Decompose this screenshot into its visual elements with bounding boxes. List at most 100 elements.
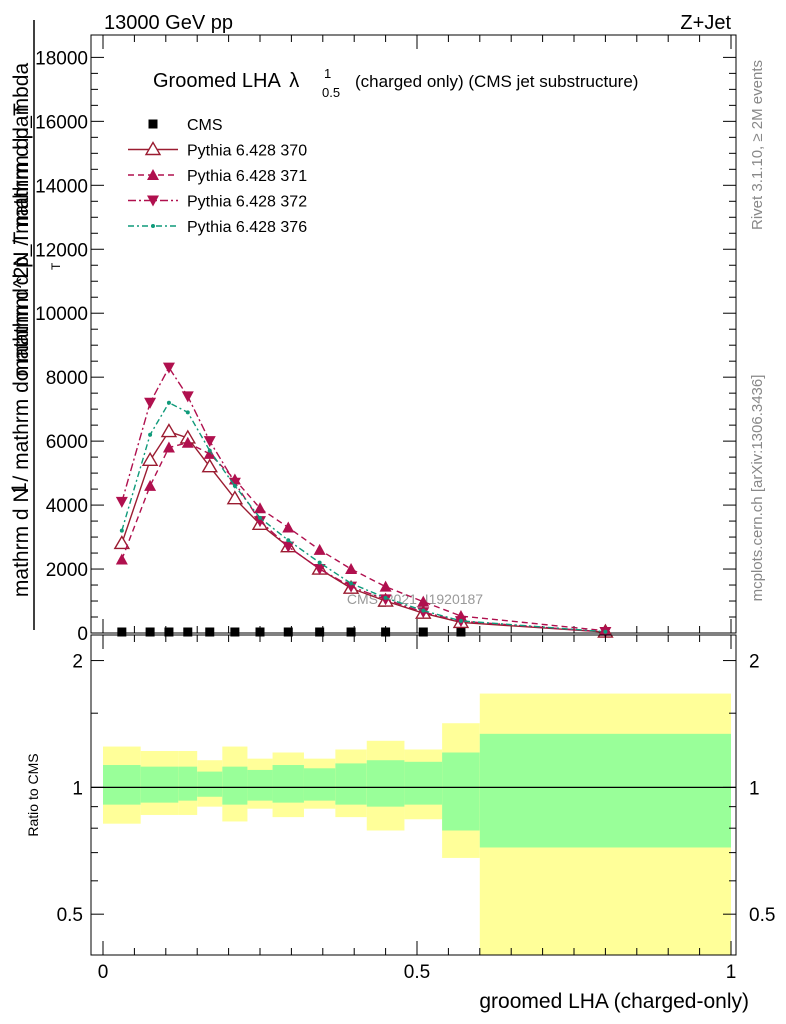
ratio-bands <box>91 693 736 955</box>
ratio-ytick-label-left: 2 <box>72 652 83 673</box>
energy-label: 13000 GeV pp <box>104 12 233 34</box>
process-label: Z+Jet <box>680 12 731 34</box>
series-point <box>203 436 216 448</box>
data-point <box>283 627 293 637</box>
series-point <box>119 528 124 533</box>
main-ytick-label: 0 <box>77 624 88 645</box>
rivet-label: Rivet 3.1.10, ≥ 2M events <box>749 60 766 230</box>
stat-band-bin <box>442 752 480 831</box>
series-point <box>383 595 388 600</box>
data-point <box>418 627 428 637</box>
title-text: Groomed LHA <box>153 70 281 92</box>
legend-marker <box>144 141 162 156</box>
stat-band-bin <box>272 765 304 803</box>
stat-band-bin <box>247 769 273 801</box>
legend-entry: CMS <box>148 117 223 134</box>
series-point <box>144 397 157 409</box>
main-title: Groomed LHA λ 1 0.5 (charged only) (CMS … <box>153 66 638 100</box>
ratio-ytick-label-right: 1 <box>749 778 760 799</box>
stat-band-bin <box>303 768 336 801</box>
ratio-ytick-label-right: 2 <box>749 652 760 673</box>
stat-band-bin <box>140 766 179 803</box>
data-point <box>117 627 127 637</box>
title-sup: 1 <box>324 66 331 81</box>
ylabel-sub-t: T <box>49 262 63 270</box>
ratio-ytick-label-left: 0.5 <box>57 905 83 926</box>
stat-band-bin <box>222 766 248 805</box>
main-plot-frame <box>90 34 737 634</box>
data-point <box>205 627 215 637</box>
series-point <box>162 362 175 374</box>
data-point <box>183 627 193 637</box>
series-point <box>286 538 291 543</box>
x-tick-label: 1 <box>726 962 737 983</box>
series-layer <box>113 362 614 639</box>
series-point <box>317 560 322 565</box>
data-point <box>255 627 265 637</box>
series-point <box>115 553 128 565</box>
ylabel-numerator: 1 <box>8 482 31 494</box>
x-tick-label: 0 <box>98 962 109 983</box>
stat-band-bin <box>335 763 367 805</box>
legend-label: CMS <box>187 117 223 134</box>
ylabel-denominator: mathrm d N / mathrm dσ mathrm d p_T math… <box>10 63 33 598</box>
series-point <box>282 541 295 553</box>
main-ytick-label: 16000 <box>35 112 88 133</box>
series-point <box>144 479 157 491</box>
series-point <box>181 436 194 448</box>
series-point <box>254 516 266 528</box>
main-ytick-label: 14000 <box>35 176 88 197</box>
svg-text:Groomed LHA λ: Groomed LHA λ <box>153 70 299 92</box>
data-point <box>230 627 240 637</box>
stat-band-bin <box>178 766 198 801</box>
series-point <box>282 521 295 533</box>
legend-label: Pythia 6.428 376 <box>187 219 307 236</box>
main-ytick-label: 2000 <box>46 560 88 581</box>
data-point <box>381 627 391 637</box>
series-point <box>349 581 354 586</box>
legend-marker <box>148 119 158 129</box>
legend-entry: Pythia 6.428 370 <box>128 141 307 160</box>
data-point <box>456 627 466 637</box>
series-line <box>121 441 606 632</box>
ratio-ytick-label-left: 1 <box>72 778 83 799</box>
stat-band-bin <box>103 765 141 805</box>
data-point <box>145 627 155 637</box>
data-point <box>315 627 325 637</box>
series-point <box>181 391 194 403</box>
series-point <box>603 629 608 634</box>
series-point <box>379 580 392 592</box>
legend: CMS Pythia 6.428 370 Pythia 6.428 371 Pythi… <box>128 117 307 236</box>
series-0 <box>117 627 466 637</box>
ratio-ylabel: Ratio to CMS <box>25 753 41 836</box>
series-point <box>160 423 178 438</box>
stat-band-bin <box>366 760 405 807</box>
series-point <box>313 564 326 576</box>
legend-label: Pythia 6.428 371 <box>187 168 307 185</box>
series-point <box>207 448 212 453</box>
legend-marker <box>151 224 155 228</box>
series-point <box>141 451 159 467</box>
data-point <box>346 627 356 637</box>
series-point <box>313 543 326 555</box>
title-sub: 0.5 <box>322 85 340 100</box>
series-point <box>258 515 262 520</box>
title-suffix: (charged only) (CMS jet substructure) <box>355 72 638 91</box>
series-point <box>379 594 392 606</box>
series-point <box>148 432 153 437</box>
series-point <box>228 477 241 489</box>
main-ytick-label: 8000 <box>46 368 88 389</box>
series-point <box>203 447 216 459</box>
ylabel-denominator-b: mathrm d^2N / mathrm d p_T <box>10 103 33 377</box>
x-tick-label: 0.5 <box>404 962 430 983</box>
main-y-ticks: 0 2000 4000 6000 8000 10000 12000 14000 16000 180… <box>35 48 736 645</box>
legend-marker <box>147 195 159 207</box>
series-point <box>201 458 218 473</box>
data-point <box>164 627 174 637</box>
series-point <box>113 535 131 550</box>
mcplots-label: mcplots.cern.ch [arXiv:1306.3436] <box>749 375 766 602</box>
main-ytick-label: 10000 <box>35 304 88 325</box>
legend-marker <box>147 169 159 180</box>
legend-label: Pythia 6.428 372 <box>187 194 307 211</box>
ratio-ytick-label-right: 0.5 <box>749 905 775 926</box>
